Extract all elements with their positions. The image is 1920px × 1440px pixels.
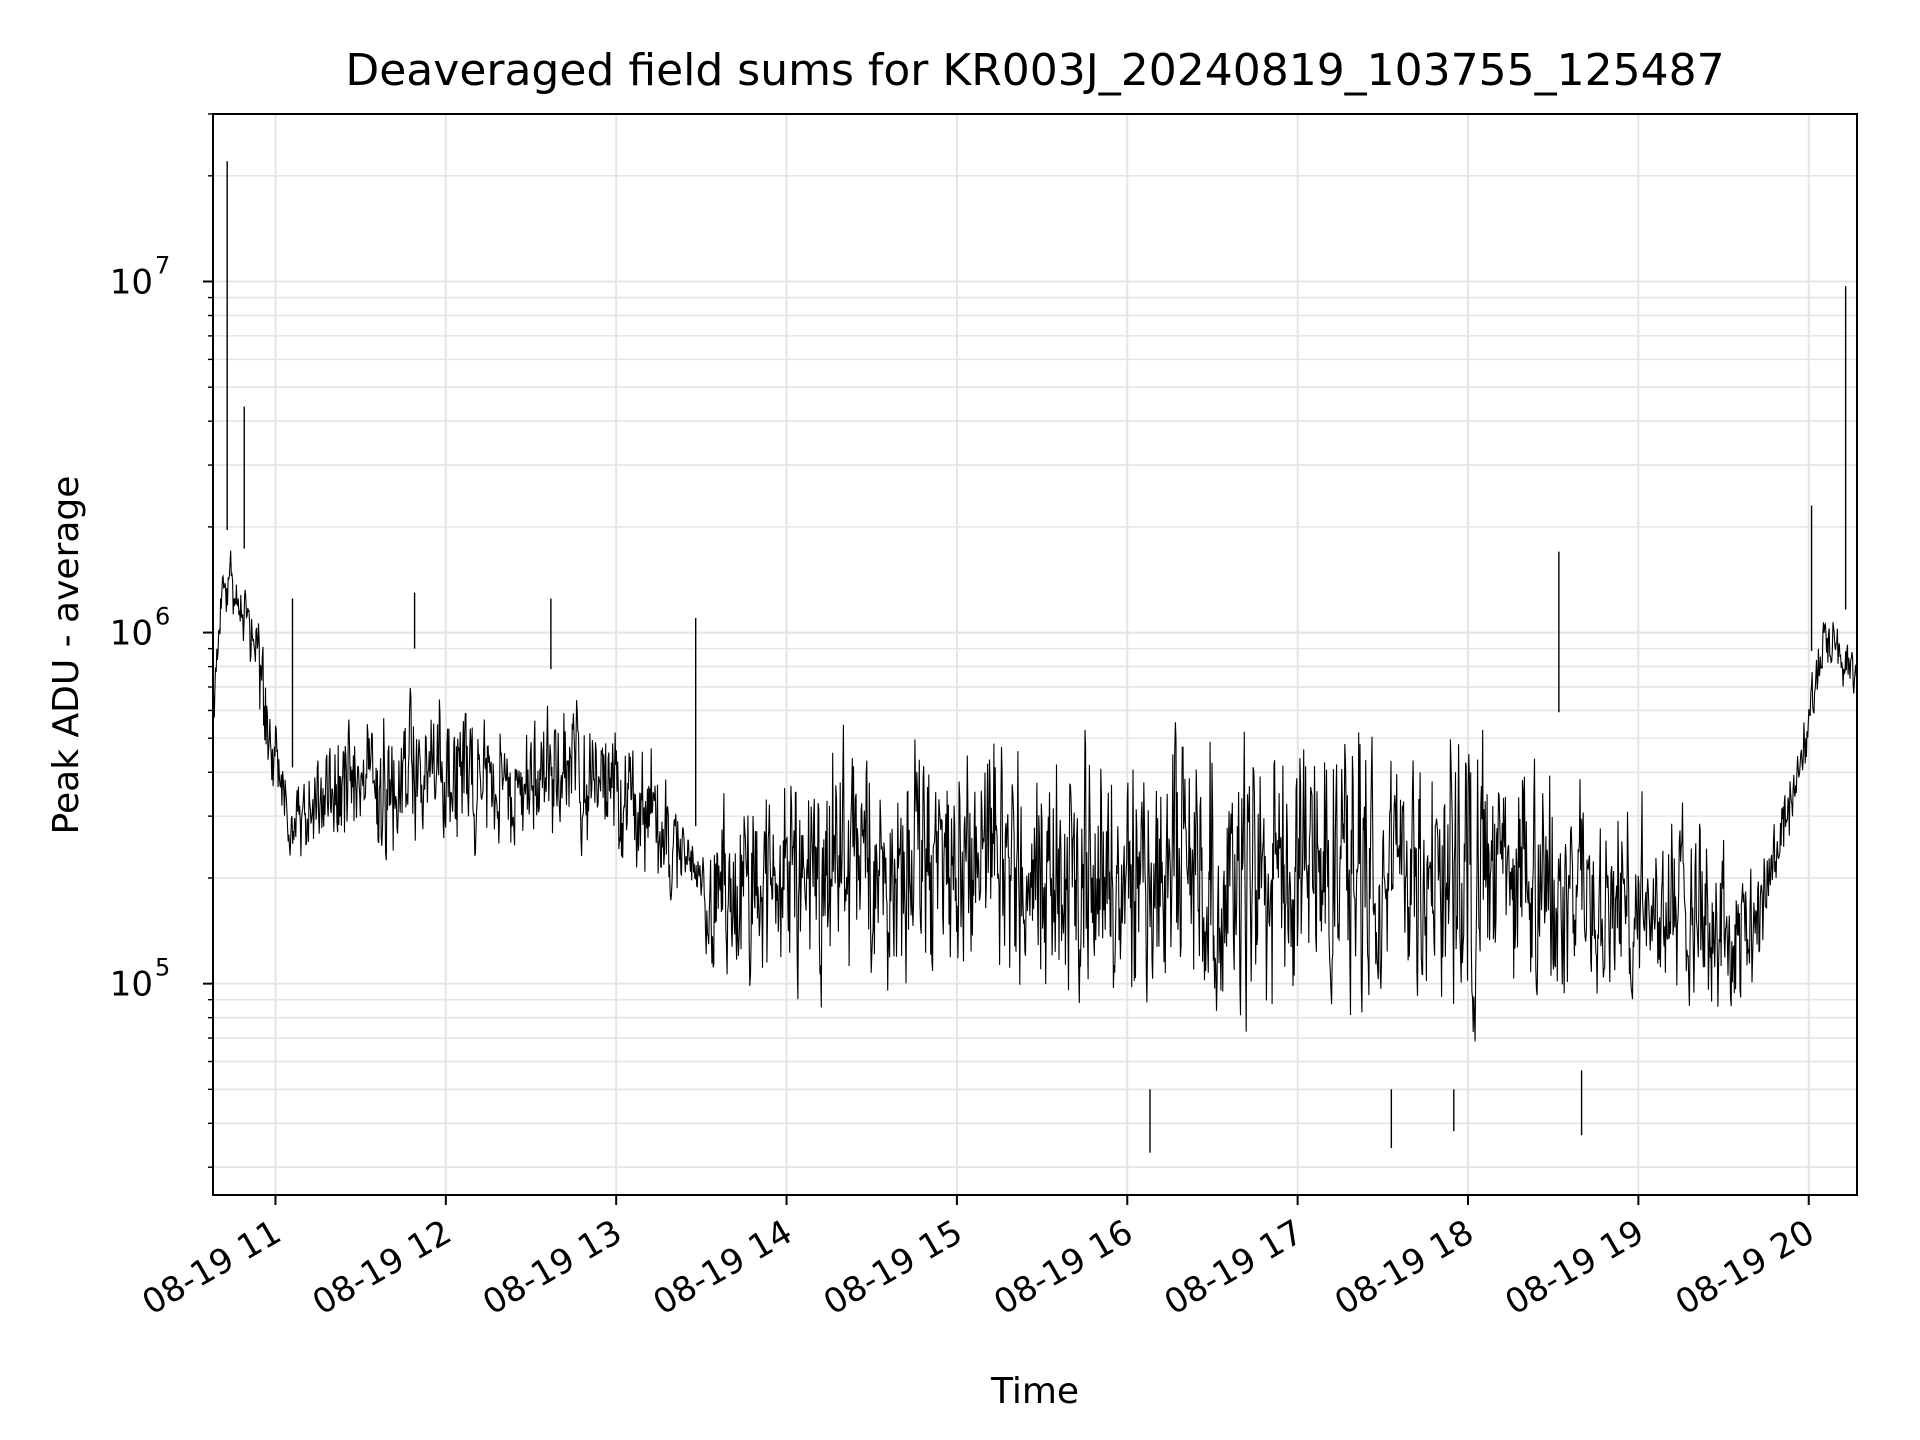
y-tick-label: 10 — [110, 263, 153, 303]
x-tick-label: 08-19 13 — [476, 1212, 628, 1323]
series-line — [212, 161, 1858, 1153]
x-tick-label: 08-19 18 — [1328, 1212, 1480, 1323]
x-tick-label: 08-19 14 — [647, 1212, 799, 1323]
x-axis: 08-19 11 08-19 12 08-19 13 08-19 14 08-19 15… — [136, 1195, 1821, 1323]
x-tick-label: 08-19 16 — [987, 1212, 1139, 1323]
x-tick-label: 08-19 19 — [1498, 1212, 1650, 1323]
y-tick-label: 10 — [110, 614, 153, 654]
x-tick-label: 08-19 20 — [1669, 1212, 1821, 1323]
x-tick-label: 08-19 17 — [1158, 1212, 1310, 1323]
x-tick-label: 08-19 11 — [136, 1212, 288, 1323]
x-axis-label: Time — [990, 1371, 1079, 1412]
y-tick-exponent: 7 — [155, 252, 170, 280]
y-tick-label: 10 — [110, 965, 153, 1005]
chart-title: Deaveraged field sums for KR003J_2024081… — [345, 45, 1724, 96]
plot-frame — [212, 113, 1858, 1196]
y-axis-label: Peak ADU - average — [46, 476, 87, 835]
grid-lines — [213, 113, 1857, 1195]
y-tick-exponent: 5 — [155, 954, 170, 982]
x-tick-label: 08-19 15 — [817, 1212, 969, 1323]
x-tick-label: 08-19 12 — [306, 1212, 458, 1323]
y-tick-exponent: 6 — [155, 603, 170, 631]
series-trace — [212, 550, 1858, 1042]
